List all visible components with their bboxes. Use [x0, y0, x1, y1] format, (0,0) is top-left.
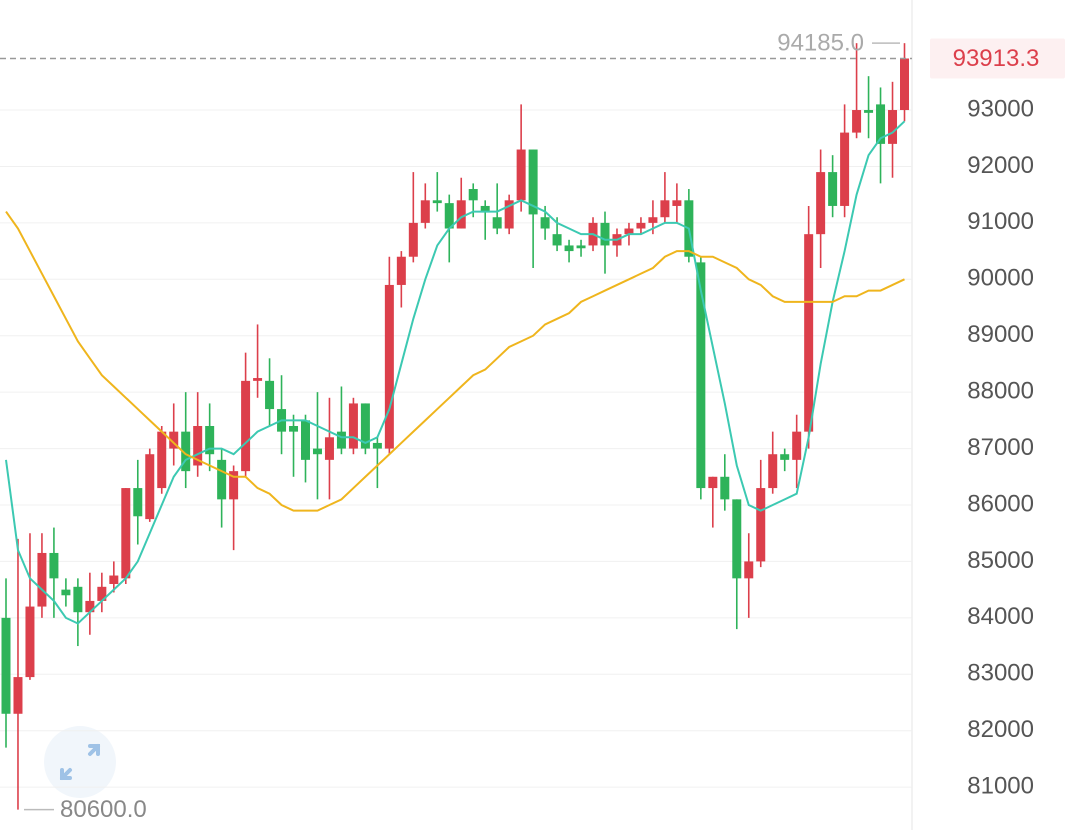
- candle-body: [792, 431, 802, 460]
- moving-average-line: [5, 120, 906, 625]
- candle-body: [720, 476, 730, 500]
- candle-body: [408, 222, 418, 257]
- candle-body: [253, 378, 263, 381]
- candle-body: [636, 222, 646, 229]
- expand-button[interactable]: [44, 726, 116, 798]
- y-tick-label: 89000: [967, 321, 1034, 348]
- candle-body: [289, 426, 299, 432]
- candle-body: [768, 454, 778, 489]
- candle-body: [756, 488, 766, 562]
- candle-body: [13, 677, 23, 714]
- candle-body: [828, 172, 838, 206]
- candle-body: [241, 380, 251, 472]
- candle-body: [348, 403, 358, 449]
- candle-body: [456, 200, 466, 229]
- candle-body: [133, 488, 143, 517]
- candle-body: [85, 600, 95, 613]
- candle-body: [157, 431, 167, 489]
- candle-body: [336, 431, 346, 449]
- candle-body: [301, 420, 310, 460]
- y-tick-label: 86000: [967, 490, 1034, 517]
- y-tick-label: 84000: [967, 603, 1034, 630]
- y-tick-label: 90000: [967, 265, 1034, 292]
- candle-body: [265, 380, 275, 410]
- y-tick-label: 83000: [967, 660, 1034, 687]
- candle-body: [25, 606, 35, 678]
- candle-body: [780, 454, 790, 460]
- candle-body: [193, 426, 203, 466]
- candle-body: [169, 431, 179, 449]
- candle-body: [732, 499, 742, 579]
- candle-body: [708, 476, 718, 489]
- candle-body: [205, 426, 215, 455]
- y-tick-label: 87000: [967, 434, 1034, 461]
- candle-body: [312, 448, 322, 455]
- candle-body: [696, 262, 706, 489]
- candle-body: [576, 245, 586, 249]
- candle-body: [97, 586, 107, 601]
- candle-body: [852, 110, 862, 133]
- candle-body: [73, 586, 83, 613]
- min-label: 80600.0: [60, 796, 147, 823]
- max-label: 94185.0: [777, 30, 864, 57]
- last-price-label: 93913.3: [953, 45, 1040, 72]
- candle-body: [121, 488, 131, 579]
- candle-body: [432, 200, 442, 204]
- candle-body: [109, 575, 119, 584]
- y-tick-label: 88000: [967, 377, 1034, 404]
- candle-body: [660, 200, 670, 218]
- candle-body: [49, 552, 59, 579]
- candle-body: [61, 589, 71, 596]
- candle-body: [492, 217, 502, 229]
- candle-body: [468, 189, 478, 201]
- candle-body: [900, 58, 909, 111]
- candle-body: [420, 200, 430, 223]
- candle-body: [396, 256, 406, 285]
- candle-body: [360, 403, 370, 449]
- candle-body: [624, 228, 634, 235]
- candle-body: [480, 205, 490, 212]
- candle-body: [528, 149, 538, 215]
- candle-body: [229, 471, 239, 500]
- candle-body: [672, 200, 682, 206]
- candle-body: [888, 110, 898, 144]
- candle-body: [816, 172, 826, 235]
- candle-body: [564, 245, 574, 252]
- y-tick-label: 82000: [967, 716, 1034, 743]
- candle-body: [37, 552, 47, 607]
- y-tick-label: 81000: [967, 772, 1034, 799]
- candle-body: [864, 110, 874, 113]
- candle-body: [384, 284, 394, 449]
- candle-body: [181, 431, 191, 472]
- candle-body: [444, 203, 454, 229]
- y-tick-label: 93000: [967, 95, 1034, 122]
- candle-body: [744, 561, 754, 579]
- candle-body: [145, 454, 155, 520]
- candle-body: [840, 132, 850, 206]
- y-tick-label: 92000: [967, 152, 1034, 179]
- candle-body: [217, 459, 227, 500]
- candle-body: [1, 617, 11, 714]
- candle-body: [804, 234, 814, 432]
- candle-body: [324, 437, 334, 460]
- candle-body: [516, 149, 526, 201]
- candle-body: [648, 217, 658, 223]
- y-tick-label: 91000: [967, 208, 1034, 235]
- candle-body: [876, 104, 886, 144]
- last-price-tag: [930, 38, 1065, 79]
- candle-body: [504, 200, 514, 229]
- candle-body: [552, 234, 562, 246]
- candle-body: [372, 442, 382, 449]
- candle-body: [600, 222, 610, 246]
- y-tick-label: 85000: [967, 547, 1034, 574]
- moving-average-line: [5, 211, 905, 512]
- candle-body: [540, 217, 550, 229]
